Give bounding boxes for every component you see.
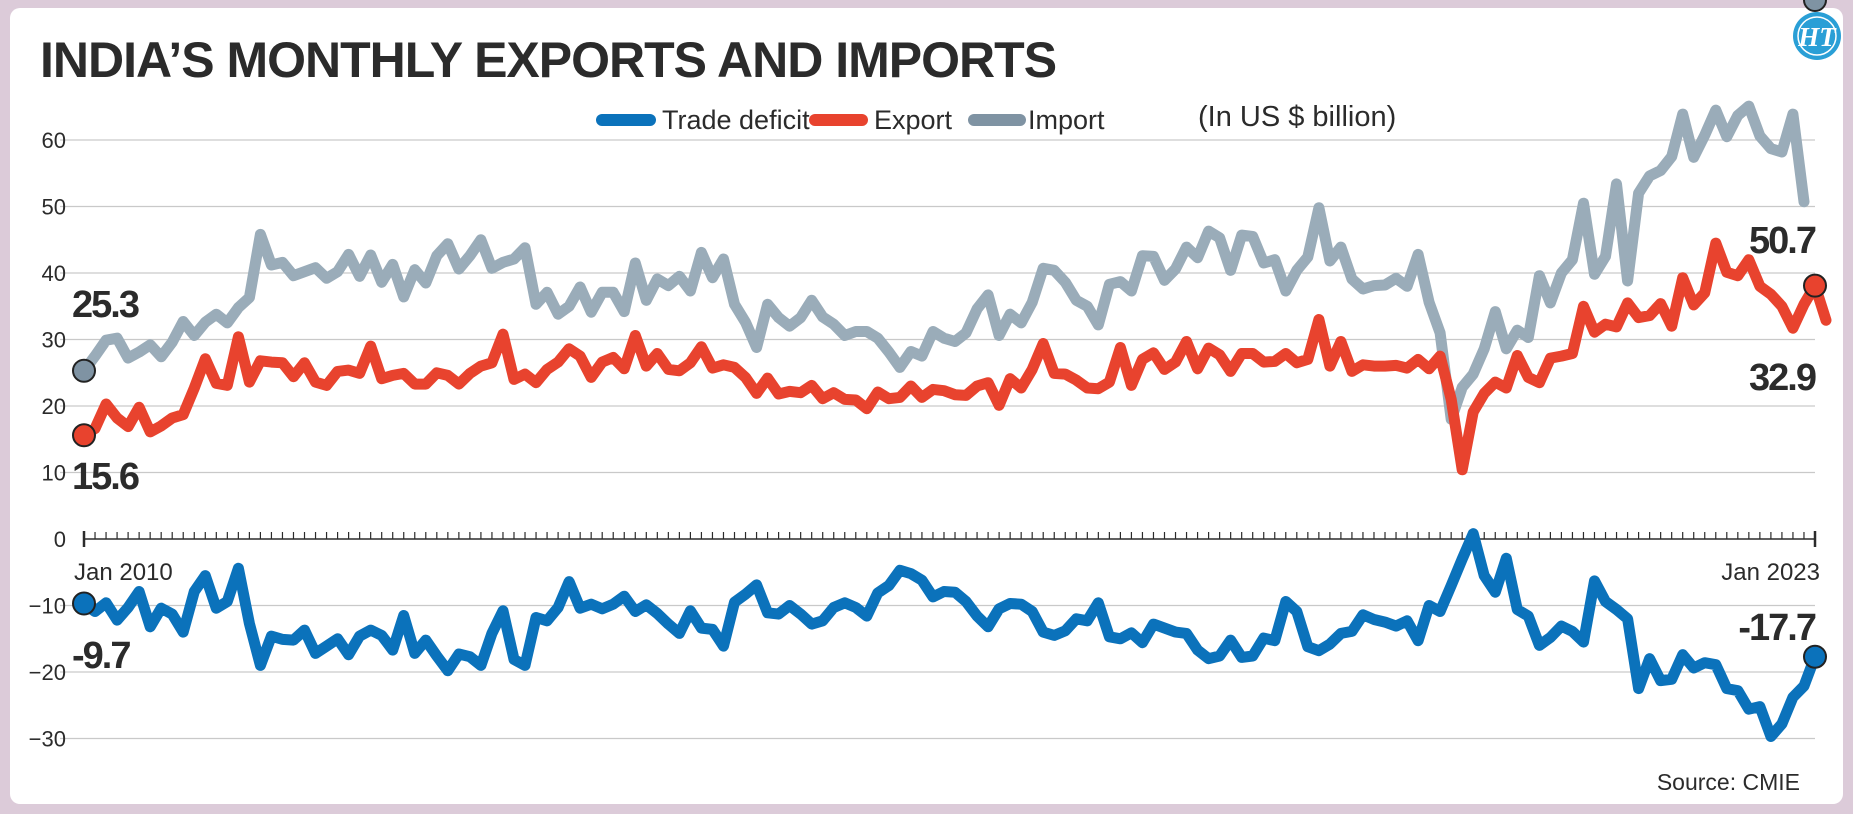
y-tick-label: 0 [54, 527, 66, 552]
legend: Trade deficit Export Import [596, 105, 1105, 135]
marker-trade-deficit-end [1803, 644, 1827, 669]
y-tick-label: 40 [42, 261, 66, 286]
y-tick-label: −30 [29, 727, 66, 752]
y-tick-label: 20 [42, 394, 66, 419]
logo-ring [1797, 16, 1837, 56]
y-tick-label: 10 [42, 461, 66, 486]
legend-label-trade-deficit: Trade deficit [662, 105, 810, 135]
x-axis [82, 531, 1817, 547]
annotation-deficit-end: -17.7 [1738, 607, 1815, 649]
ht-logo: HT [1793, 12, 1841, 60]
y-axis-ticks: 60 50 40 30 20 10 0 −10 −20 −30 [29, 128, 66, 752]
endpoint-markers [72, 0, 1827, 669]
marker-import-start [72, 358, 96, 383]
annotation-import-start: 25.3 [72, 284, 139, 326]
annotation-import-end: 50.7 [1749, 220, 1816, 262]
y-tick-label: −10 [29, 594, 66, 619]
chart-title: INDIA’S MONTHLY EXPORTS AND IMPORTS [40, 32, 1056, 88]
y-tick-label: 30 [42, 328, 66, 353]
marker-import-end [1803, 0, 1827, 12]
series-lines [78, 100, 1832, 742]
marker-trade-deficit-start [72, 591, 96, 616]
unit-label: (In US $ billion) [1198, 101, 1396, 133]
legend-label-export: Export [874, 105, 953, 135]
x-start-label: Jan 2010 [74, 559, 173, 586]
y-tick-label: 50 [42, 195, 66, 220]
annotation-export-start: 15.6 [72, 456, 139, 498]
series-line-trade-deficit [78, 528, 1821, 742]
logo-text: HT [1797, 22, 1837, 52]
x-end-label: Jan 2023 [1721, 559, 1820, 586]
series-line-import [78, 100, 1810, 425]
annotation-export-end: 32.9 [1749, 357, 1816, 399]
marker-export-end [1803, 273, 1827, 298]
marker-export-start [72, 423, 96, 448]
logo-badge [1793, 12, 1841, 60]
y-tick-label: 60 [42, 128, 66, 153]
legend-label-import: Import [1028, 105, 1105, 135]
series-line-export [78, 237, 1832, 476]
y-tick-label: −20 [29, 660, 66, 685]
source-note: Source: CMIE [1657, 769, 1800, 795]
annotation-deficit-start: -9.7 [72, 635, 130, 677]
